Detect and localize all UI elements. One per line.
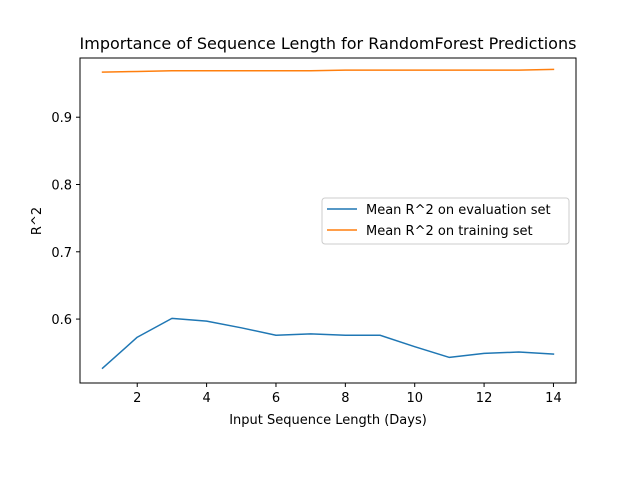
- legend-label-training: Mean R^2 on training set: [366, 224, 533, 239]
- y-axis: 0.6 0.7 0.8 0.9: [51, 111, 80, 328]
- y-tick-label: 0.8: [51, 179, 72, 194]
- x-axis-label: Input Sequence Length (Days): [229, 413, 427, 428]
- series-line-1: [101, 68, 555, 73]
- x-tick-label: 12: [476, 391, 493, 406]
- plot-frame: [79, 57, 577, 384]
- legend-box: [321, 197, 570, 245]
- x-tick-label: 14: [545, 391, 562, 406]
- y-tick-label: 0.7: [51, 246, 72, 261]
- y-axis-label: R^2: [30, 207, 45, 235]
- x-tick-label: 2: [133, 391, 141, 406]
- x-tick-label: 4: [202, 391, 210, 406]
- x-tick-label: 10: [406, 391, 423, 406]
- series-line-0: [101, 317, 555, 370]
- y-tick-label: 0.9: [51, 111, 72, 126]
- plot-lines: [101, 68, 555, 370]
- x-axis: 2 4 6 8 10 12 14: [133, 383, 562, 406]
- y-tick-label: 0.6: [51, 313, 72, 328]
- x-tick-label: 8: [341, 391, 349, 406]
- x-tick-label: 6: [272, 391, 280, 406]
- legend-label-evaluation: Mean R^2 on evaluation set: [366, 203, 551, 218]
- legend: Mean R^2 on evaluation set Mean R^2 on t…: [321, 197, 570, 245]
- chart-title: Importance of Sequence Length for Random…: [80, 34, 577, 53]
